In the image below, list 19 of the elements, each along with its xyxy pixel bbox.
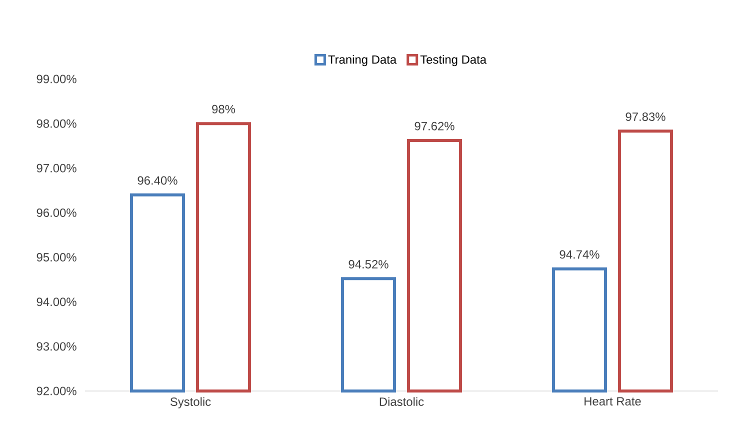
x-tick-label: Heart Rate bbox=[584, 397, 641, 406]
data-label: 97.62% bbox=[414, 122, 454, 130]
data-label: 98% bbox=[212, 104, 236, 114]
legend-label: Testing Data bbox=[420, 55, 487, 66]
y-tick-label: 93.00% bbox=[36, 342, 76, 351]
y-tick-label: 94.00% bbox=[36, 298, 76, 306]
legend-label: Traning Data bbox=[328, 55, 397, 66]
y-tick-label: 96.00% bbox=[36, 208, 76, 217]
data-label: 94.52% bbox=[348, 260, 388, 268]
y-tick-label: 99.00% bbox=[36, 74, 76, 84]
y-tick-label: 97.00% bbox=[36, 164, 76, 172]
data-label: 97.83% bbox=[626, 112, 666, 121]
data-label: 94.74% bbox=[560, 250, 600, 259]
x-tick-label: Diastolic bbox=[380, 397, 424, 406]
data-label: 96.40% bbox=[138, 176, 178, 185]
x-tick-label: Systolic bbox=[170, 397, 211, 408]
y-tick-label: 98.00% bbox=[36, 119, 76, 128]
y-tick-label: 92.00% bbox=[36, 386, 76, 396]
y-tick-label: 95.00% bbox=[36, 253, 76, 262]
